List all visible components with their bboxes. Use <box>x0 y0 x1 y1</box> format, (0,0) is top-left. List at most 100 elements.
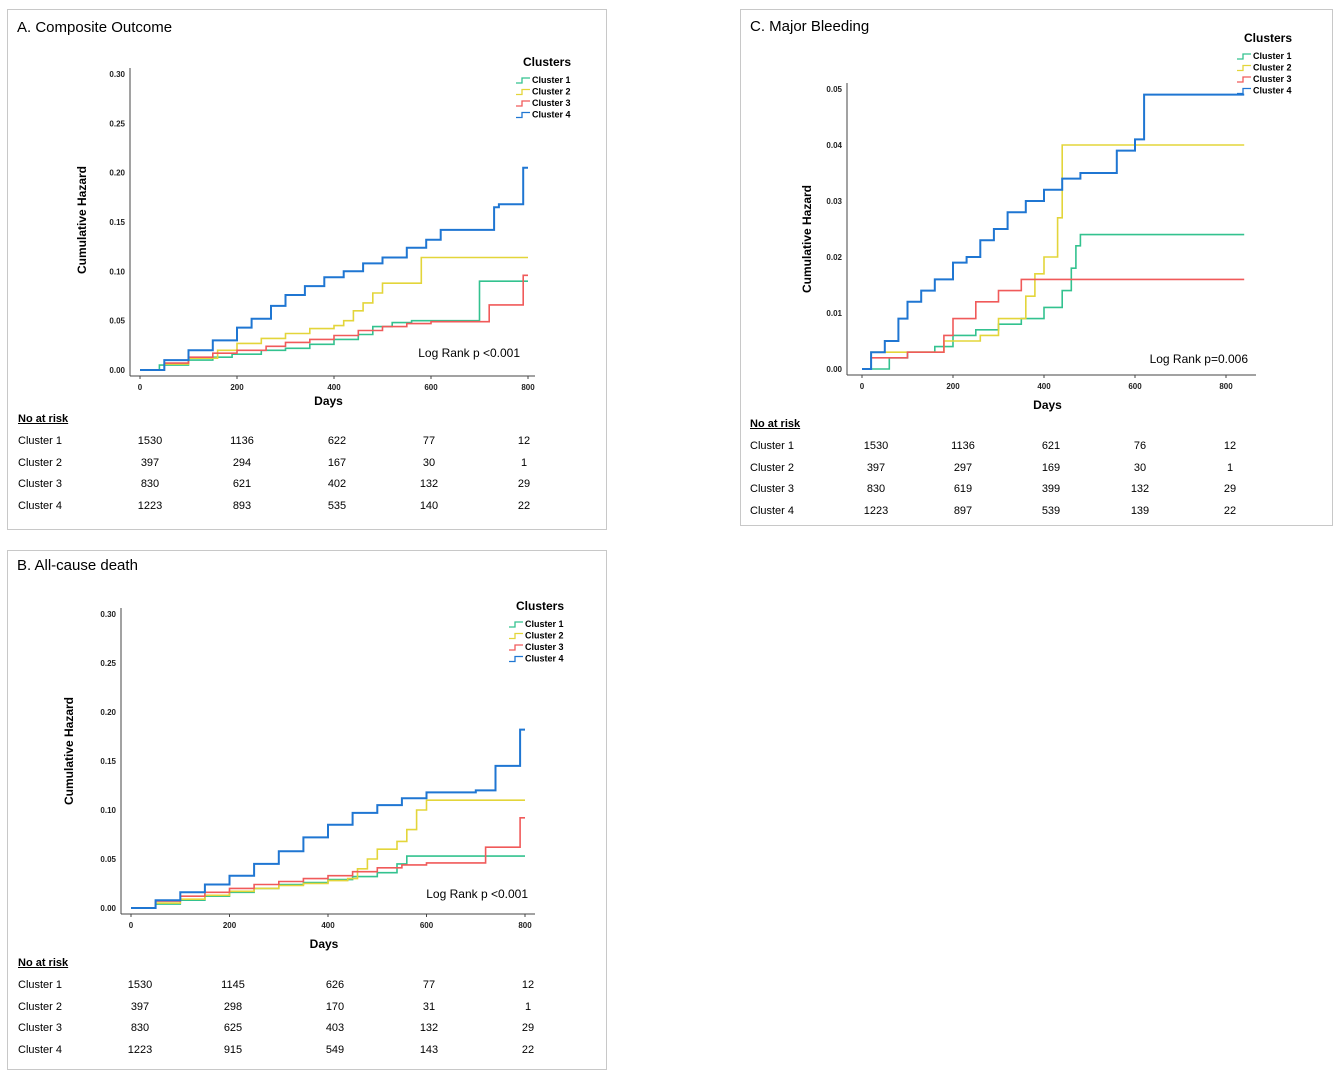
series-line-cluster-3 <box>862 278 1245 370</box>
series-line-cluster-2 <box>131 799 525 909</box>
risk-row-label: Cluster 2 <box>18 1000 63 1013</box>
log-rank-annotation: Log Rank p <0.001 <box>426 887 528 901</box>
legend-label: Cluster 4 <box>532 110 571 120</box>
legend-label: Cluster 1 <box>1253 51 1292 61</box>
legend-swatch <box>509 644 523 651</box>
risk-row-label: Cluster 1 <box>18 435 63 447</box>
risk-value: 1145 <box>221 979 245 991</box>
risk-value: 1136 <box>230 435 254 447</box>
risk-value: 622 <box>327 435 347 447</box>
risk-value: 1530 <box>137 435 163 447</box>
risk-row-label: Cluster 2 <box>18 456 63 469</box>
y-tick-label: 0.01 <box>826 309 842 318</box>
legend-swatch <box>509 632 523 640</box>
chart-all-cause-death: 0.00 0.05 0.10 0.15 0.20 0.25 0.30 0 200 400 600 80… <box>62 599 564 951</box>
risk-value: 169 <box>1041 461 1061 474</box>
risk-value: 621 <box>232 478 252 490</box>
risk-value: 132 <box>419 478 439 490</box>
risk-table-row: Cluster 4 1223 897 539 139 22 <box>750 505 1310 521</box>
risk-table-row: Cluster 1 1530 1145 626 77 12 <box>18 979 578 995</box>
risk-value: 403 <box>325 1022 345 1034</box>
series-line-cluster-3 <box>131 817 525 909</box>
legend-swatch <box>509 621 523 628</box>
x-tick-label: 200 <box>946 382 960 391</box>
legend-title: Clusters <box>516 599 564 613</box>
y-tick-label: 0.02 <box>826 253 842 262</box>
risk-value: 297 <box>953 461 973 474</box>
risk-row-label: Cluster 3 <box>18 1022 63 1034</box>
risk-value: 29 <box>521 1022 535 1034</box>
risk-table-row: Cluster 4 1223 915 549 143 22 <box>18 1044 578 1060</box>
x-axis-label: Days <box>314 394 343 408</box>
risk-value: 1 <box>524 1000 532 1013</box>
series-line-cluster-3 <box>140 274 528 371</box>
x-tick-label: 600 <box>424 383 438 392</box>
risk-value: 897 <box>953 504 973 517</box>
risk-row-label: Cluster 3 <box>18 478 63 490</box>
risk-value: 1 <box>520 456 528 469</box>
legend-swatch <box>516 77 530 84</box>
legend-swatch <box>1237 76 1251 83</box>
risk-table-row: Cluster 2 397 294 167 30 1 <box>18 457 578 473</box>
risk-value: 1530 <box>863 440 889 452</box>
risk-value: 1 <box>1226 461 1234 474</box>
risk-table-row: Cluster 3 830 619 399 132 29 <box>750 483 1310 499</box>
risk-value: 140 <box>419 499 439 512</box>
x-tick-label: 0 <box>138 383 143 392</box>
legend-swatch <box>516 88 530 96</box>
series-line-cluster-4 <box>131 728 525 909</box>
risk-value: 170 <box>325 1000 345 1013</box>
legend-swatch <box>509 655 523 663</box>
risk-row-label: Cluster 4 <box>750 504 795 517</box>
risk-value: 22 <box>1223 504 1237 517</box>
risk-value: 1530 <box>127 979 153 991</box>
legend-label: Cluster 2 <box>1253 63 1292 73</box>
risk-row-label: Cluster 4 <box>18 499 63 512</box>
x-tick-label: 400 <box>321 921 335 930</box>
risk-row-label: Cluster 1 <box>750 440 795 452</box>
x-axis-label: Days <box>310 937 339 951</box>
risk-value: 30 <box>422 456 436 469</box>
legend-title: Clusters <box>523 55 571 69</box>
x-tick-label: 600 <box>420 921 434 930</box>
risk-value: 294 <box>232 456 252 469</box>
risk-table-title: No at risk <box>18 413 69 425</box>
y-tick-label: 0.25 <box>109 119 125 128</box>
y-axis-label: Cumulative Hazard <box>62 697 76 805</box>
y-tick-label: 0.00 <box>826 365 842 374</box>
legend-label: Cluster 3 <box>532 98 571 108</box>
risk-value: 298 <box>223 1000 243 1013</box>
risk-value: 549 <box>325 1043 345 1056</box>
risk-value: 132 <box>419 1022 439 1034</box>
y-tick-label: 0.15 <box>100 757 116 766</box>
y-tick-label: 0.05 <box>100 855 116 864</box>
risk-value: 132 <box>1130 483 1150 495</box>
risk-table-row: Cluster 2 397 297 169 30 1 <box>750 462 1310 478</box>
x-tick-label: 600 <box>1128 382 1142 391</box>
x-tick-label: 400 <box>327 383 341 392</box>
x-axis-label: Days <box>1033 398 1062 412</box>
y-tick-label: 0.00 <box>100 904 116 913</box>
risk-value: 626 <box>325 979 345 991</box>
legend-label: Cluster 4 <box>1253 86 1292 96</box>
series-line-cluster-2 <box>140 256 528 371</box>
panel-composite-outcome: A. Composite Outcome 0.00 0.05 0.10 0.15 0.2… <box>7 9 607 530</box>
risk-value: 77 <box>422 979 436 991</box>
y-tick-label: 0.30 <box>109 70 125 79</box>
y-tick-label: 0.00 <box>109 366 125 375</box>
risk-value: 402 <box>327 478 347 490</box>
risk-value: 29 <box>517 478 531 490</box>
x-tick-label: 200 <box>230 383 244 392</box>
risk-value: 399 <box>1041 483 1061 495</box>
legend-swatch <box>1237 87 1251 95</box>
risk-value: 143 <box>419 1043 439 1056</box>
risk-value: 830 <box>866 483 886 495</box>
y-tick-label: 0.10 <box>109 267 125 276</box>
risk-value: 29 <box>1223 483 1237 495</box>
risk-value: 139 <box>1130 504 1150 517</box>
legend-label: Cluster 4 <box>525 654 564 664</box>
risk-value: 539 <box>1041 504 1061 517</box>
y-tick-label: 0.05 <box>109 317 125 326</box>
panel-all-cause-death: B. All-cause death 0.00 0.05 0.10 0.15 0.20 0… <box>7 550 607 1070</box>
risk-value: 535 <box>327 499 347 512</box>
